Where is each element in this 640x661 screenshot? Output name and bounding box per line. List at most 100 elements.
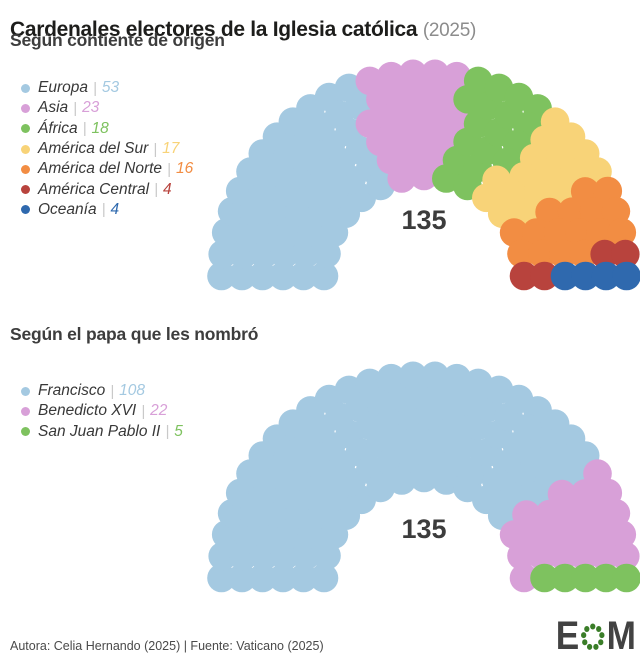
seat-dot <box>387 466 417 495</box>
legend-dot-icon <box>21 144 30 154</box>
legend-dot-icon <box>21 103 30 113</box>
eom-logo-o-icon <box>580 623 605 650</box>
legend-label: San Juan Pablo II <box>38 422 161 440</box>
legend-item-africa: África | 18 <box>21 119 193 139</box>
seat-dot <box>270 541 300 571</box>
legend-label: Oceanía <box>38 200 97 218</box>
legend-separator: | <box>141 402 146 420</box>
legend-item-oceania: Oceanía | 4 <box>21 200 193 220</box>
legend-value: 18 <box>91 119 109 137</box>
seat-dot <box>565 520 594 549</box>
seat-dot <box>248 261 277 291</box>
legend-value: 53 <box>101 79 120 97</box>
legend-dot-icon <box>21 185 30 195</box>
seat-dot <box>571 261 600 291</box>
legend-separator: | <box>165 423 170 441</box>
legend-value: 23 <box>82 99 100 117</box>
seat-dot <box>530 261 559 291</box>
seat-dot <box>530 563 559 593</box>
total-seats-label-pope: 135 <box>401 514 447 544</box>
seat-dot <box>586 218 615 247</box>
seat-dot <box>590 239 619 269</box>
legend-separator: | <box>73 99 78 117</box>
seat-dot <box>611 541 640 571</box>
seat-dot <box>591 563 621 593</box>
legend-label: Asia <box>38 99 69 117</box>
seat-dot <box>586 520 615 549</box>
seat-dot <box>289 563 318 593</box>
seat-dot <box>442 61 472 91</box>
seat-dot <box>309 261 339 291</box>
legend-label: América del Norte <box>38 160 163 178</box>
legend-value: 108 <box>119 382 145 400</box>
legend-dot-icon <box>21 386 30 396</box>
legend-item-san-juan-pablo-ii: San Juan Pablo II | 5 <box>21 422 183 442</box>
section-subtitle-pope: Según el papa que les nombró <box>10 324 259 344</box>
seat-dot <box>550 261 580 291</box>
seat-dot <box>207 563 236 593</box>
seat-dot <box>565 218 594 247</box>
legend-separator: | <box>153 140 158 158</box>
seat-dot <box>611 239 640 269</box>
seat-dot <box>507 239 536 268</box>
section-subtitle-origin: Según contiente de origen <box>10 30 225 50</box>
seat-dot <box>543 218 573 247</box>
legend-value: 5 <box>174 422 183 440</box>
total-seats-label-origin: 135 <box>401 205 447 235</box>
seat-dot <box>248 563 277 593</box>
footer-credit: Autora: Celia Hernando (2025) | Fuente: … <box>10 639 324 653</box>
seat-dot <box>442 363 472 393</box>
legend-item-asia: Asia | 23 <box>21 98 193 118</box>
page-title: Cardenales electores de la Iglesia catól… <box>10 18 476 42</box>
legend-dot-icon <box>21 406 30 416</box>
seat-dot <box>509 261 539 291</box>
legend-item-europa: Europa | 53 <box>21 78 193 98</box>
seat-dot <box>569 239 599 269</box>
legend-separator: | <box>110 382 115 400</box>
legend-label: América Central <box>38 180 150 198</box>
seat-dot <box>612 563 640 593</box>
seat-dot <box>387 164 417 193</box>
legend-origin: Europa | 53 Asia | 23 África | 18 Améric… <box>21 78 193 220</box>
seat-dot <box>549 541 578 571</box>
eom-logo-letter-m: M <box>606 614 636 658</box>
seat-dot <box>607 218 637 247</box>
seat-dot <box>309 563 339 593</box>
seat-dot <box>227 261 257 291</box>
legend-pope: Francisco | 108 Benedicto XVI | 22 San J… <box>21 381 183 442</box>
legend-value: 16 <box>175 160 194 178</box>
seat-dot <box>207 261 236 291</box>
eom-logo-letter-e: E <box>555 614 579 658</box>
legend-item-america-del-norte: América del Norte | 16 <box>21 159 193 179</box>
legend-item-francisco: Francisco | 108 <box>21 381 183 401</box>
seat-dot <box>229 541 258 571</box>
legend-separator: | <box>92 79 97 97</box>
legend-dot-icon <box>21 205 30 215</box>
seat-dot <box>229 239 258 269</box>
seat-dot <box>590 541 619 571</box>
seat-dot <box>591 261 621 291</box>
legend-label: América del Sur <box>38 140 149 158</box>
legend-label: Europa <box>38 79 88 97</box>
seat-dot <box>208 239 237 269</box>
seat-dot <box>612 261 640 291</box>
legend-value: 22 <box>150 402 168 420</box>
legend-label: Benedicto XVI <box>38 402 137 420</box>
seat-dot <box>268 563 298 593</box>
seat-dot <box>289 261 318 291</box>
title-text: Cardenales electores de la Iglesia catól… <box>10 18 418 42</box>
seat-dot <box>509 563 539 593</box>
seat-dot <box>550 563 580 593</box>
seat-dot <box>208 541 237 571</box>
legend-dot-icon <box>21 427 30 437</box>
eom-logo: E M <box>555 614 636 658</box>
seat-dot <box>569 541 599 571</box>
seat-dot <box>571 563 600 593</box>
legend-label: África <box>38 119 78 137</box>
seat-dot <box>420 59 450 89</box>
seat-dot <box>227 563 257 593</box>
seat-dot <box>249 239 279 269</box>
seat-dot <box>507 541 536 570</box>
